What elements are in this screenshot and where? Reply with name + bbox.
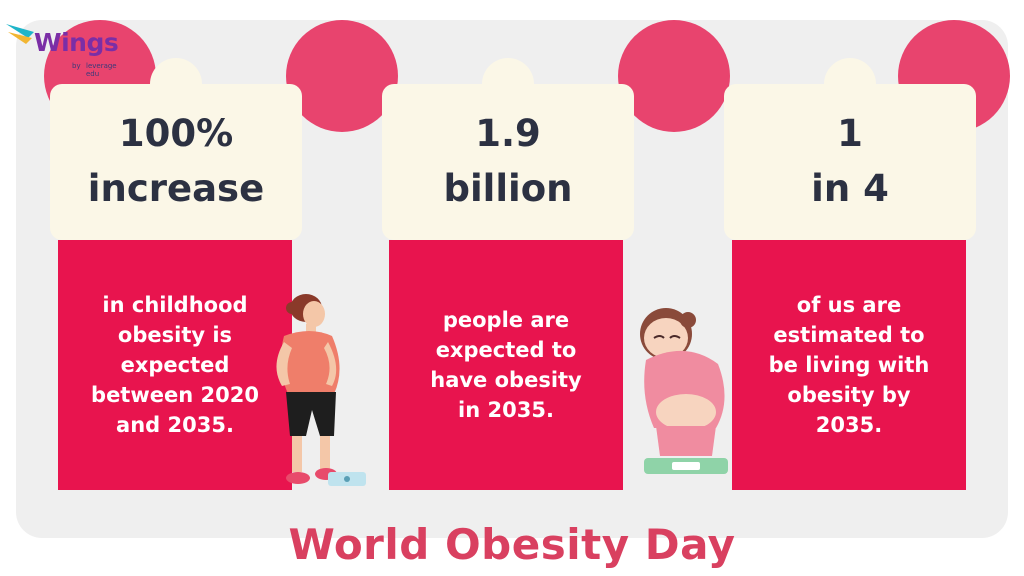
stat-value: increase bbox=[87, 167, 265, 210]
stat-value: 1 bbox=[837, 112, 863, 156]
description-text: in childhood obesity is expected between… bbox=[91, 292, 259, 438]
wing-icon bbox=[6, 24, 34, 44]
stat-value: 100% bbox=[118, 112, 234, 156]
decorative-circle bbox=[286, 20, 398, 132]
standing-woman-illustration bbox=[276, 294, 366, 486]
page-title: World Obesity Day bbox=[288, 520, 736, 569]
wings-logo: Wings by leverage edu bbox=[4, 22, 124, 86]
stat-value: in 4 bbox=[811, 167, 889, 210]
description-box: in childhood obesity is expected between… bbox=[58, 240, 292, 490]
stat-value: 1.9 bbox=[475, 112, 541, 156]
stat-box: 1.9 billion bbox=[382, 84, 634, 240]
decorative-circle bbox=[618, 20, 730, 132]
description-text: people are expected to have obesity in 2… bbox=[430, 307, 582, 423]
stat-box: 100% increase bbox=[50, 84, 302, 240]
logo-name: Wings bbox=[34, 28, 119, 57]
stat-value: billion bbox=[443, 167, 573, 210]
stat-box: 1 in 4 bbox=[724, 84, 976, 240]
logo-subtitle: by leverage edu bbox=[72, 62, 117, 78]
woman-on-scale-illustration bbox=[640, 308, 728, 474]
description-box: people are expected to have obesity in 2… bbox=[389, 240, 623, 490]
description-box: of us are estimated to be living with ob… bbox=[732, 240, 966, 490]
description-text: of us are estimated to be living with ob… bbox=[768, 292, 930, 438]
